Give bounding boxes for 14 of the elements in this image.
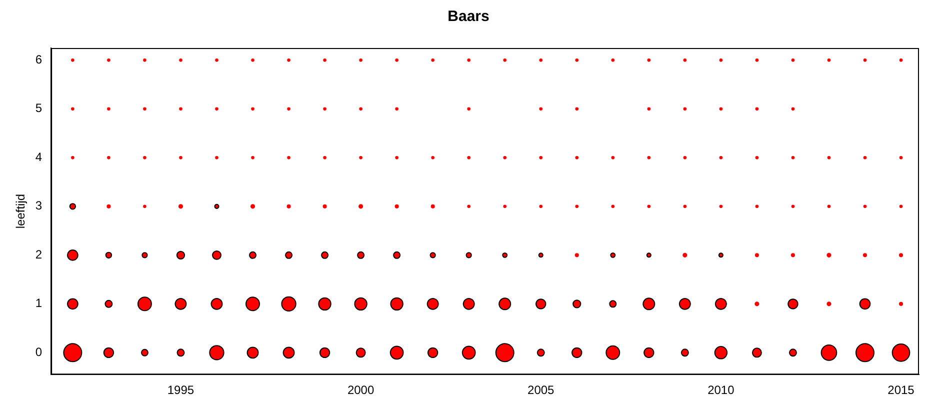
x-tick-label: 2005	[528, 383, 555, 398]
y-tick-label: 1	[35, 296, 42, 310]
x-tick-label: 2000	[347, 383, 374, 398]
chart-title: Baars	[448, 8, 490, 26]
x-tick-label: 2010	[708, 383, 735, 398]
y-tick-label: 0	[35, 344, 42, 359]
y-tick-label: 6	[35, 52, 42, 66]
y-tick-label: 3	[35, 198, 42, 213]
x-tick-label: 2015	[888, 383, 915, 398]
y-tick-label: 5	[35, 101, 42, 116]
y-tick-label: 4	[35, 150, 42, 164]
y-axis-title: leeftijd	[14, 194, 28, 229]
x-tick-label: 1995	[167, 383, 194, 398]
y-tick-label: 2	[35, 247, 42, 262]
